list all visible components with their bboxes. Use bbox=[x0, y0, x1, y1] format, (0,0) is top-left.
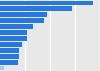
Bar bbox=[0, 36, 27, 41]
Bar bbox=[0, 12, 47, 17]
Bar bbox=[0, 54, 19, 59]
Bar bbox=[0, 42, 22, 47]
Bar bbox=[0, 6, 72, 11]
Bar bbox=[0, 60, 18, 65]
Bar bbox=[0, 18, 44, 23]
Bar bbox=[0, 66, 4, 70]
Bar bbox=[0, 24, 33, 29]
Bar bbox=[0, 30, 27, 35]
Bar bbox=[0, 48, 19, 53]
Bar bbox=[0, 0, 93, 5]
